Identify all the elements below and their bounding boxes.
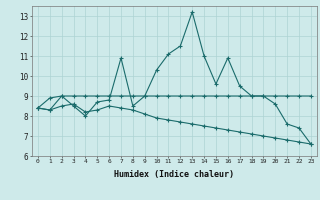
X-axis label: Humidex (Indice chaleur): Humidex (Indice chaleur) — [115, 170, 234, 179]
